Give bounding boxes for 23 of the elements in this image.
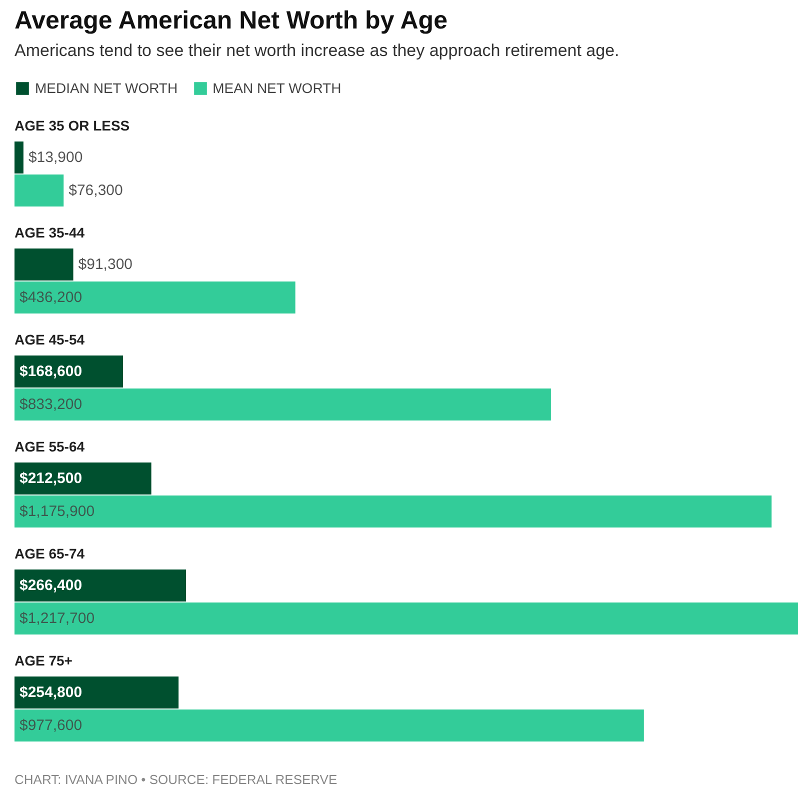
y-tick-label: AGE 65-74 [14, 546, 85, 562]
y-tick-label: AGE 55-64 [14, 438, 85, 454]
data-label: $212,500 [20, 470, 82, 487]
y-tick-label: AGE 45-54 [14, 332, 85, 348]
y-tick-label: AGE 75+ [14, 652, 72, 668]
legend-label: MEDIAN NET WORTH [35, 80, 178, 96]
data-label: $266,400 [20, 577, 82, 594]
data-label: $833,200 [20, 396, 82, 413]
y-tick-label: AGE 35 OR LESS [14, 118, 130, 134]
data-label: $1,217,700 [20, 610, 95, 627]
text: CHART: IVANA PINO • SOURCE: FEDERAL RESERVE [14, 772, 338, 787]
data-label: $977,600 [20, 717, 82, 734]
data-label: $436,200 [20, 289, 82, 306]
data-label: $76,300 [68, 182, 123, 199]
chart-subtitle: Americans tend to see their net worth increase as they approach retirement age. [14, 41, 620, 60]
y-tick-label: AGE 35-44 [14, 224, 85, 240]
data-label: $254,800 [20, 684, 82, 701]
data-label: $13,900 [28, 149, 83, 166]
data-label: $1,175,900 [20, 503, 95, 520]
data-label: $91,300 [78, 256, 133, 273]
data-label: $168,600 [20, 363, 82, 380]
legend-label: MEAN NET WORTH [212, 80, 342, 96]
chart-title: Average American Net Worth by Age [14, 6, 448, 34]
